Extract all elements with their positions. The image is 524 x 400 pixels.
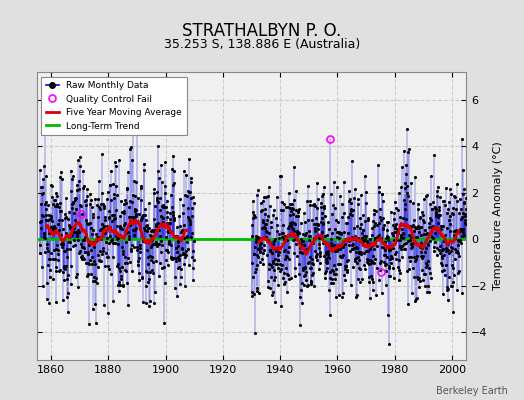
Legend: Raw Monthly Data, Quality Control Fail, Five Year Moving Average, Long-Term Tren: Raw Monthly Data, Quality Control Fail, … (41, 76, 187, 135)
Text: Berkeley Earth: Berkeley Earth (436, 386, 508, 396)
Y-axis label: Temperature Anomaly (°C): Temperature Anomaly (°C) (493, 142, 503, 290)
Text: STRATHALBYN P. O.: STRATHALBYN P. O. (182, 22, 342, 40)
Text: 35.253 S, 138.886 E (Australia): 35.253 S, 138.886 E (Australia) (164, 38, 360, 51)
